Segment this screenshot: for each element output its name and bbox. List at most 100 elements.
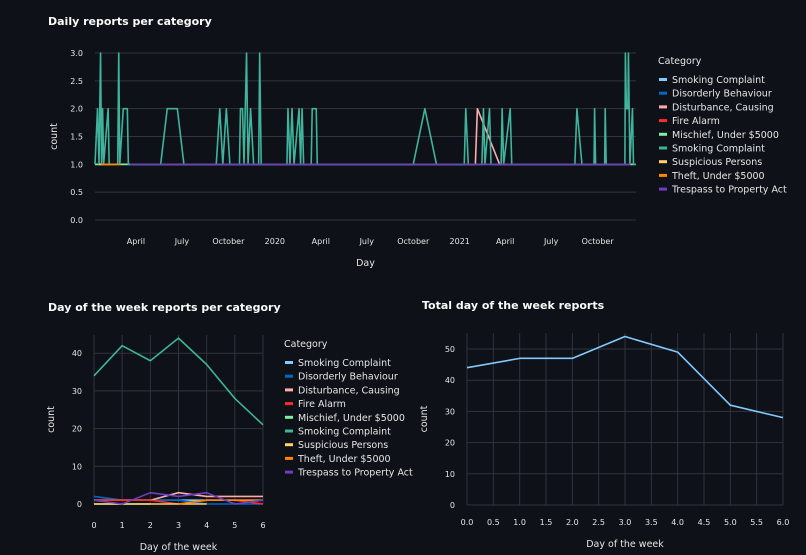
y-tick-label: 0	[77, 500, 82, 509]
series-line-total	[466, 335, 784, 419]
y-tick-label: 20	[72, 425, 82, 434]
legend-item: Smoking Complaint	[298, 358, 391, 369]
x-tick-label: 3.0	[619, 518, 632, 527]
legend-swatch	[659, 132, 667, 136]
x-tick-label: 3	[176, 521, 181, 530]
x-tick-label: 1	[120, 521, 125, 530]
legend-item: Disorderly Behaviour	[298, 372, 398, 383]
y-tick-label: 30	[72, 387, 82, 396]
x-tick-label: April	[312, 237, 330, 246]
legend-swatch	[659, 119, 667, 123]
x-tick-label: 0	[91, 521, 96, 530]
legend-item: Mischief, Under $5000	[672, 130, 779, 141]
y-tick-label: 50	[445, 345, 455, 354]
x-tick-label: 2	[148, 521, 153, 530]
x-tick-label: October	[397, 237, 430, 246]
x-tick-label: October	[582, 237, 615, 246]
y-tick-label: 2.5	[70, 77, 83, 86]
y-tick-label: 20	[445, 439, 455, 448]
legend-item: Disorderly Behaviour	[672, 89, 772, 100]
legend-item: Trespass to Property Act	[671, 185, 787, 196]
legend-swatch	[659, 146, 667, 150]
chart-1: 0 10 20 30 40 0 1 2 3 4 5 6 Day of the week count Cate…	[46, 335, 413, 553]
x-tick-label: 3.5	[645, 518, 658, 527]
chart-title-weekday-total: Total day of the week reports	[422, 299, 605, 312]
legend-title: Category	[658, 56, 702, 67]
legend-item: Smoking Complaint	[672, 144, 765, 155]
legend-swatch	[285, 402, 293, 406]
legend-item: Trespass to Property Act	[297, 468, 413, 479]
legend-swatch	[659, 173, 667, 177]
legend-swatch	[659, 78, 667, 81]
y-tick-label: 10	[445, 470, 455, 479]
x-tick-label: July	[543, 237, 559, 246]
x-tick-label: 5.5	[750, 518, 763, 527]
legend-swatch	[285, 456, 293, 460]
x-tick-label: 4	[204, 521, 209, 530]
y-tick-label: 1.5	[70, 133, 83, 142]
y-axis-title: count	[49, 123, 60, 150]
legend-swatch	[285, 361, 293, 364]
legend-swatch	[285, 388, 293, 392]
series-line-smoking-complaint	[93, 337, 264, 426]
x-tick-label: 2020	[265, 237, 285, 246]
x-tick-label: 4.5	[698, 518, 711, 527]
y-tick-label: 10	[72, 462, 82, 471]
legend-swatch	[659, 187, 667, 191]
y-tick-label: 2.0	[70, 105, 83, 114]
x-tick-label: 6	[260, 521, 265, 530]
x-tick-label: July	[359, 237, 375, 246]
legend-item: Theft, Under $5000	[671, 171, 765, 182]
x-tick-label: April	[496, 237, 514, 246]
legend-swatch	[285, 429, 293, 433]
legend-item: Disturbance, Causing	[298, 385, 400, 396]
series-line-smoking-complaint	[94, 52, 636, 166]
y-axis-title: count	[46, 406, 57, 433]
series-line-theft-under-5000	[178, 499, 263, 505]
legend-swatch	[659, 105, 667, 109]
y-tick-label: 0.0	[70, 216, 83, 225]
legend-item: Smoking Complaint	[298, 427, 391, 438]
x-tick-label: 1.0	[513, 518, 526, 527]
x-tick-label: July	[174, 237, 190, 246]
y-tick-label: 40	[72, 349, 82, 358]
x-tick-label: 2021	[450, 237, 470, 246]
x-tick-label: October	[212, 237, 245, 246]
x-tick-label: 0.0	[461, 518, 474, 527]
series-line-trespass-to-property-act	[93, 491, 264, 505]
x-axis-title: Day	[356, 258, 375, 269]
legend-item: Fire Alarm	[298, 399, 346, 410]
x-tick-label: 5	[232, 521, 237, 530]
y-tick-label: 3.0	[70, 49, 83, 58]
legend-swatch	[285, 415, 293, 419]
legend-item: Fire Alarm	[672, 116, 720, 127]
x-tick-label: 2.5	[592, 518, 605, 527]
legend-item: Suspicious Persons	[298, 440, 388, 451]
x-tick-label: 5.0	[724, 518, 737, 527]
y-axis-title: count	[419, 405, 430, 432]
chart-title-weekday-category: Day of the week reports per category	[48, 301, 281, 314]
legend-item: Disturbance, Causing	[672, 102, 774, 113]
legend-item: Smoking Complaint	[672, 75, 765, 86]
x-tick-label: 1.5	[540, 518, 553, 527]
y-tick-label: 0.5	[70, 188, 83, 197]
legend-swatch	[285, 443, 293, 447]
x-axis-title: Day of the week	[140, 542, 218, 553]
legend-swatch	[659, 91, 667, 95]
legend-item: Mischief, Under $5000	[298, 413, 405, 424]
legend-title: Category	[284, 339, 328, 350]
legend-swatch	[659, 160, 667, 164]
y-tick-label: 30	[445, 407, 455, 416]
x-tick-label: 2.0	[566, 518, 579, 527]
x-tick-label: 4.0	[671, 518, 684, 527]
chart-title-daily: Daily reports per category	[48, 15, 212, 28]
legend-item: Suspicious Persons	[672, 157, 762, 168]
y-tick-label: 1.0	[70, 160, 83, 169]
legend-item: Theft, Under $5000	[297, 454, 391, 465]
x-tick-label: April	[127, 237, 145, 246]
chart-0: 0.0 0.5 1.0 1.5 2.0 2.5 3.0 April July October 202…	[49, 49, 787, 269]
legend-swatch	[285, 470, 293, 474]
x-tick-label: 0.5	[487, 518, 500, 527]
x-axis-title: Day of the week	[586, 539, 664, 550]
